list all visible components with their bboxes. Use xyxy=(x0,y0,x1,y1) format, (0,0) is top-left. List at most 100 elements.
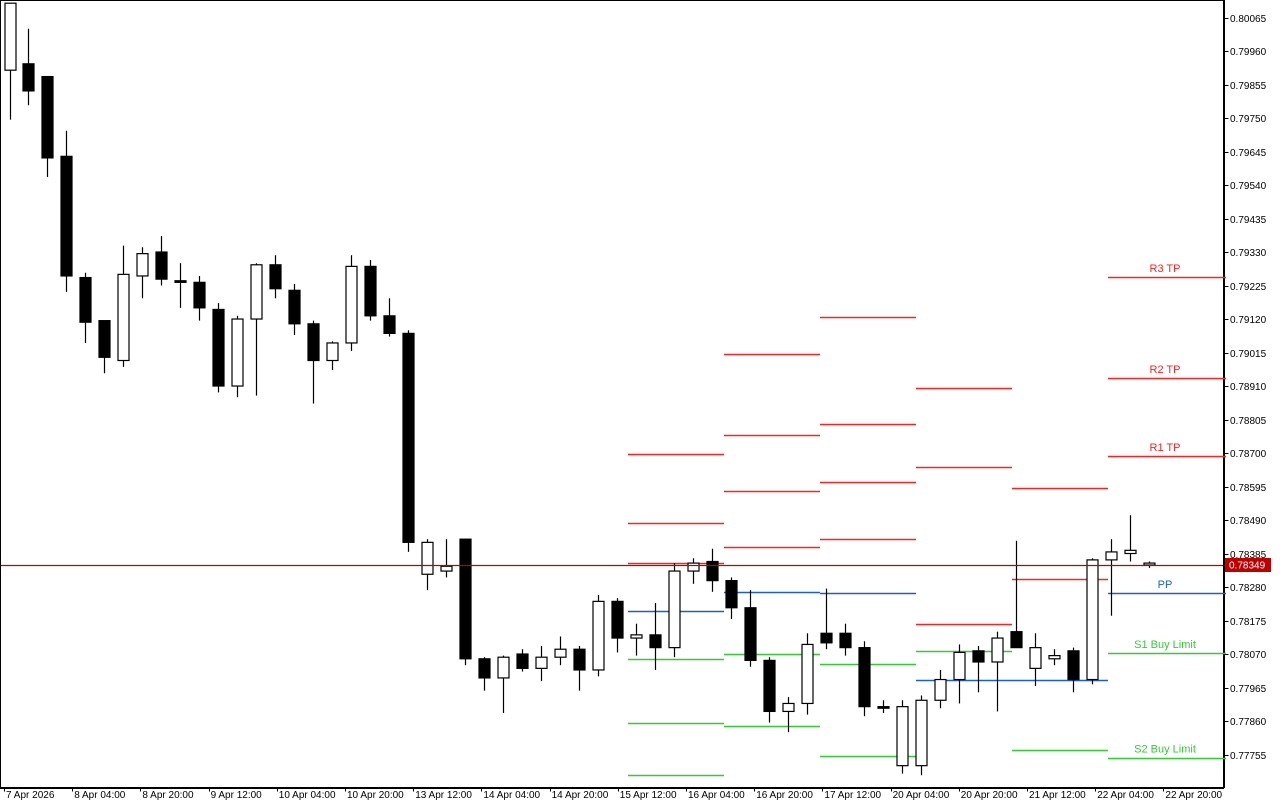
candle-body xyxy=(497,656,510,679)
candle-body xyxy=(782,702,795,713)
candle-body xyxy=(915,699,928,767)
price-tick-label: 0.77965 xyxy=(1230,684,1267,695)
candle-body xyxy=(896,706,909,767)
candle-body xyxy=(269,264,282,290)
price-tick-label: 0.79330 xyxy=(1230,248,1267,259)
time-tick-label: 10 Apr 20:00 xyxy=(347,790,404,800)
candle-body xyxy=(934,678,947,701)
current-price-badge-label: 0.78349 xyxy=(1229,560,1266,571)
time-tick-label: 8 Apr 20:00 xyxy=(142,790,194,800)
candle xyxy=(896,700,909,774)
candle xyxy=(440,539,453,578)
price-tick-label: 0.77860 xyxy=(1230,717,1267,728)
candle xyxy=(1048,649,1061,666)
candle-body xyxy=(288,289,301,325)
candle-body xyxy=(98,320,111,358)
price-tick-label: 0.79015 xyxy=(1230,349,1267,360)
candle xyxy=(839,623,852,656)
candle xyxy=(630,623,643,656)
candle-body xyxy=(402,332,415,543)
candle xyxy=(212,303,225,393)
candle xyxy=(117,245,130,367)
candle-body xyxy=(858,647,871,708)
candle xyxy=(364,260,377,321)
candle xyxy=(801,633,814,715)
time-tick-label: 7 Apr 2026 xyxy=(6,790,55,800)
candle xyxy=(22,28,35,106)
candle xyxy=(174,263,187,308)
candle xyxy=(706,548,719,592)
candle-body xyxy=(307,323,320,362)
candle xyxy=(79,272,92,343)
time-tick-label: 16 Apr 20:00 xyxy=(756,790,813,800)
candle-body xyxy=(41,75,54,159)
level-label: R3 TP xyxy=(1150,263,1181,275)
candle xyxy=(782,697,795,733)
price-tick-label: 0.79960 xyxy=(1230,47,1267,58)
candle xyxy=(915,695,928,776)
time-tick-label: 20 Apr 04:00 xyxy=(893,790,950,800)
candle-body xyxy=(1086,559,1099,681)
candle-body xyxy=(972,650,985,663)
candle xyxy=(1086,558,1099,685)
time-tick-label: 21 Apr 12:00 xyxy=(1029,790,1086,800)
candle-body xyxy=(1029,647,1042,669)
candle-body xyxy=(22,63,35,92)
candle-body xyxy=(478,658,491,679)
candle xyxy=(1067,647,1080,693)
time-tick-label: 9 Apr 12:00 xyxy=(211,790,263,800)
candle-body xyxy=(1048,655,1061,660)
candle xyxy=(668,563,681,658)
candle-body xyxy=(364,265,377,317)
level-label: S1 Buy Limit xyxy=(1134,639,1196,651)
candle xyxy=(60,130,73,292)
chart-frame xyxy=(0,0,1224,788)
candle xyxy=(858,641,871,717)
candle-body xyxy=(592,600,605,671)
candle-body xyxy=(193,281,206,309)
candle xyxy=(1029,633,1042,686)
candle-body xyxy=(839,632,852,649)
price-tick-label: 0.78280 xyxy=(1230,583,1267,594)
candle xyxy=(763,657,776,723)
candle-body xyxy=(877,706,890,709)
candle-body xyxy=(744,607,757,661)
level-label: S2 Buy Limit xyxy=(1134,744,1196,756)
candle-body xyxy=(630,634,643,639)
price-tick-label: 0.79540 xyxy=(1230,181,1267,192)
price-tick-label: 0.78385 xyxy=(1230,550,1267,561)
candle xyxy=(41,75,54,178)
candle xyxy=(269,255,282,299)
candle xyxy=(725,577,738,619)
candle xyxy=(478,657,491,691)
price-tick-label: 0.79120 xyxy=(1230,315,1267,326)
price-axis[interactable]: 0.80065 0.79960 0.79855 0.79750 0.79645 0.795… xyxy=(1224,0,1280,788)
time-tick-label: 13 Apr 12:00 xyxy=(415,790,472,800)
price-tick-label: 0.79225 xyxy=(1230,282,1267,293)
candle-body xyxy=(421,541,434,575)
candle-body xyxy=(4,2,17,71)
candle-body xyxy=(1124,549,1137,555)
candle-body xyxy=(535,656,548,669)
candle-body xyxy=(554,648,567,658)
candle xyxy=(744,590,757,667)
candle xyxy=(459,538,472,666)
chart-plot-area[interactable]: R3 TP R2 TP R1 TP PP S1 Buy Limit S2 Buy Limi… xyxy=(0,0,1224,788)
price-tick-label: 0.79855 xyxy=(1230,81,1267,92)
candle-body xyxy=(250,264,263,320)
candle xyxy=(1124,515,1137,562)
time-axis[interactable]: 7 Apr 2026 8 Apr 04:00 8 Apr 20:00 9 Apr 12… xyxy=(0,788,1280,800)
candle xyxy=(421,539,434,591)
candle-body xyxy=(117,273,130,362)
candle xyxy=(820,588,833,650)
candle-body xyxy=(1105,551,1118,561)
candle xyxy=(554,636,567,666)
candle xyxy=(345,255,358,351)
candle xyxy=(573,646,586,691)
price-tick-label: 0.78490 xyxy=(1230,516,1267,527)
candle xyxy=(155,236,168,286)
candle xyxy=(98,320,111,374)
candle xyxy=(4,2,17,120)
time-tick-label: 22 Apr 20:00 xyxy=(1165,790,1222,800)
